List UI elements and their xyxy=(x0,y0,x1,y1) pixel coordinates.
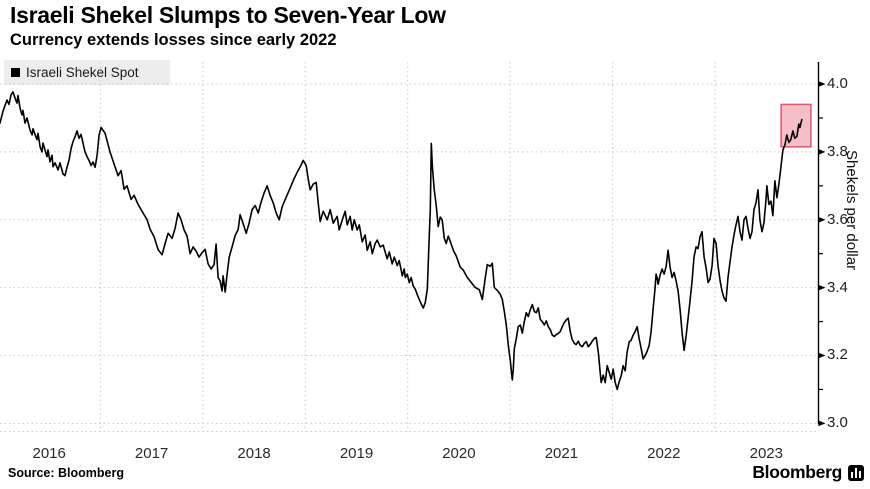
x-tick-label: 2020 xyxy=(442,445,476,462)
y-tick-label: 3.4 xyxy=(827,278,848,296)
x-tick-label: 2016 xyxy=(32,445,66,462)
legend: Israeli Shekel Spot xyxy=(4,60,151,85)
y-major-tick xyxy=(818,352,826,359)
y-major-tick xyxy=(818,81,826,87)
x-tick-label: 2019 xyxy=(339,445,374,462)
y-major-tick xyxy=(818,149,826,155)
page-title: Israeli Shekel Slumps to Seven-Year Low xyxy=(10,2,446,28)
y-major-tick xyxy=(818,420,826,427)
bloomberg-terminal-icon xyxy=(848,464,864,481)
x-tick-label: 2021 xyxy=(544,445,579,462)
x-tick-label: 2017 xyxy=(134,445,169,462)
y-tick-label: 3.8 xyxy=(827,142,848,160)
series-line xyxy=(0,91,803,391)
bloomberg-wordmark: Bloomberg xyxy=(752,462,842,482)
y-tick-label: 3.6 xyxy=(827,210,848,228)
x-tick-label: 2018 xyxy=(237,445,271,462)
y-tick-label: 3.2 xyxy=(827,346,848,364)
y-axis-title: Shekels per dollar xyxy=(843,150,860,271)
y-major-tick xyxy=(818,284,826,291)
bloomberg-logo: Bloomberg xyxy=(752,462,864,483)
x-tick-label: 2023 xyxy=(749,445,783,462)
y-tick-label: 3.0 xyxy=(827,414,848,432)
legend-swatch-icon xyxy=(11,68,20,77)
page-subtitle: Currency extends losses since early 2022 xyxy=(10,31,337,49)
legend-background xyxy=(4,60,170,85)
x-tick-label: 2022 xyxy=(647,445,681,462)
y-tick-label: 4.0 xyxy=(827,75,848,93)
y-major-tick xyxy=(818,216,826,223)
legend-label: Israeli Shekel Spot xyxy=(26,65,139,80)
source-note: Source: Bloomberg xyxy=(8,466,124,480)
